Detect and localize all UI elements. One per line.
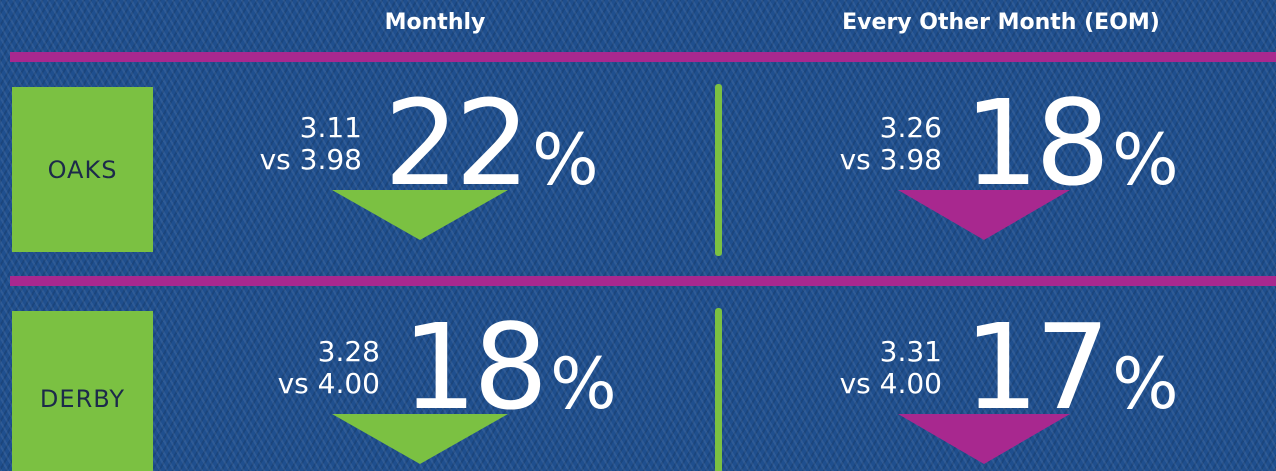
column-divider <box>715 308 722 471</box>
row-label: OAKS <box>12 87 153 252</box>
change-percent: 22% <box>384 84 599 219</box>
percent-sign: % <box>532 119 599 201</box>
percent-sign: % <box>1112 343 1179 425</box>
divider-bar <box>10 276 1276 286</box>
percent-sign: % <box>550 343 617 425</box>
down-arrow <box>898 190 1070 240</box>
current-value: 3.31 <box>879 335 942 368</box>
compare-value: vs 4.00 <box>839 367 942 400</box>
change-number: 18 <box>402 298 548 436</box>
column-header: Monthly <box>384 10 486 35</box>
change-percent: 18% <box>402 308 617 443</box>
percent-sign: % <box>1112 119 1179 201</box>
change-percent: 17% <box>964 308 1179 443</box>
compare-value: vs 4.00 <box>277 367 380 400</box>
down-arrow <box>898 414 1070 464</box>
change-number: 18 <box>964 74 1110 212</box>
change-percent: 18% <box>964 84 1179 219</box>
row-label: DERBY <box>12 311 153 471</box>
down-arrow <box>332 414 508 464</box>
compare-value: vs 3.98 <box>839 143 942 176</box>
current-value: 3.26 <box>879 111 942 144</box>
down-arrow <box>332 190 508 240</box>
compare-value: vs 3.98 <box>259 143 362 176</box>
column-divider <box>715 84 722 256</box>
change-number: 22 <box>384 74 530 212</box>
current-value: 3.11 <box>299 111 362 144</box>
current-value: 3.28 <box>317 335 380 368</box>
divider-bar <box>10 52 1276 62</box>
column-header: Every Other Month (EOM) <box>842 10 1160 35</box>
change-number: 17 <box>964 298 1110 436</box>
